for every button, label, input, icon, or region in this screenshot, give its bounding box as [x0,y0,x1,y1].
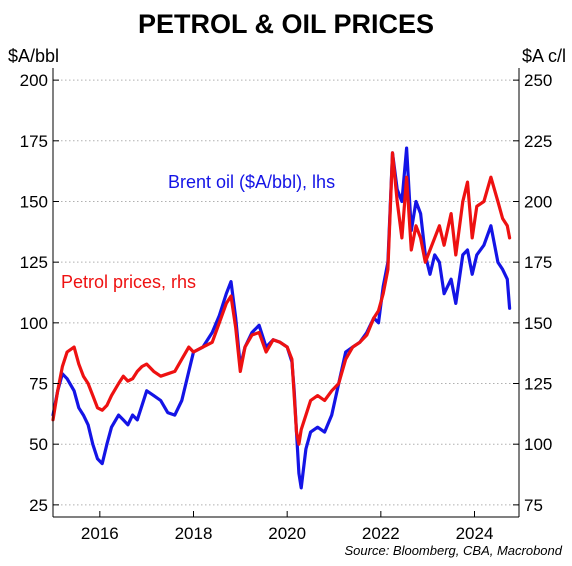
right-axis-unit: $A c/l [522,46,566,66]
source-note: Source: Bloomberg, CBA, Macrobond [345,543,563,558]
left-tick-label: 175 [20,132,48,151]
x-tick-label: 2020 [268,524,306,543]
left-tick-label: 25 [29,496,48,515]
right-tick-label: 150 [524,314,552,333]
tick-labels: 25 50 75 100 125 150 175 200 75 100 125 150 175 200 22… [20,71,553,543]
right-tick-label: 200 [524,192,552,211]
series-group [51,146,512,490]
right-tick-label: 125 [524,375,552,394]
right-tick-label: 100 [524,435,552,454]
brent-oil-annotation: Brent oil ($A/bbl), lhs [168,172,335,192]
left-tick-label: 200 [20,71,48,90]
left-tick-label: 100 [20,314,48,333]
left-tick-label: 125 [20,253,48,272]
x-tick-label: 2016 [81,524,119,543]
gridlines [53,79,519,506]
left-tick-label: 150 [20,192,48,211]
right-tick-label: 175 [524,253,552,272]
petrol-price-line [51,151,512,446]
x-tick-label: 2022 [362,524,400,543]
petrol-prices-annotation: Petrol prices, rhs [61,272,196,292]
right-tick-label: 75 [524,496,543,515]
x-tick-label: 2018 [175,524,213,543]
left-axis-unit: $A/bbl [8,46,59,66]
right-tick-label: 225 [524,132,552,151]
x-tick-label: 2024 [456,524,494,543]
left-tick-label: 75 [29,375,48,394]
axes-group [52,68,520,518]
right-tick-label: 250 [524,71,552,90]
left-tick-label: 50 [29,435,48,454]
chart-title: PETROL & OIL PRICES [138,9,434,39]
